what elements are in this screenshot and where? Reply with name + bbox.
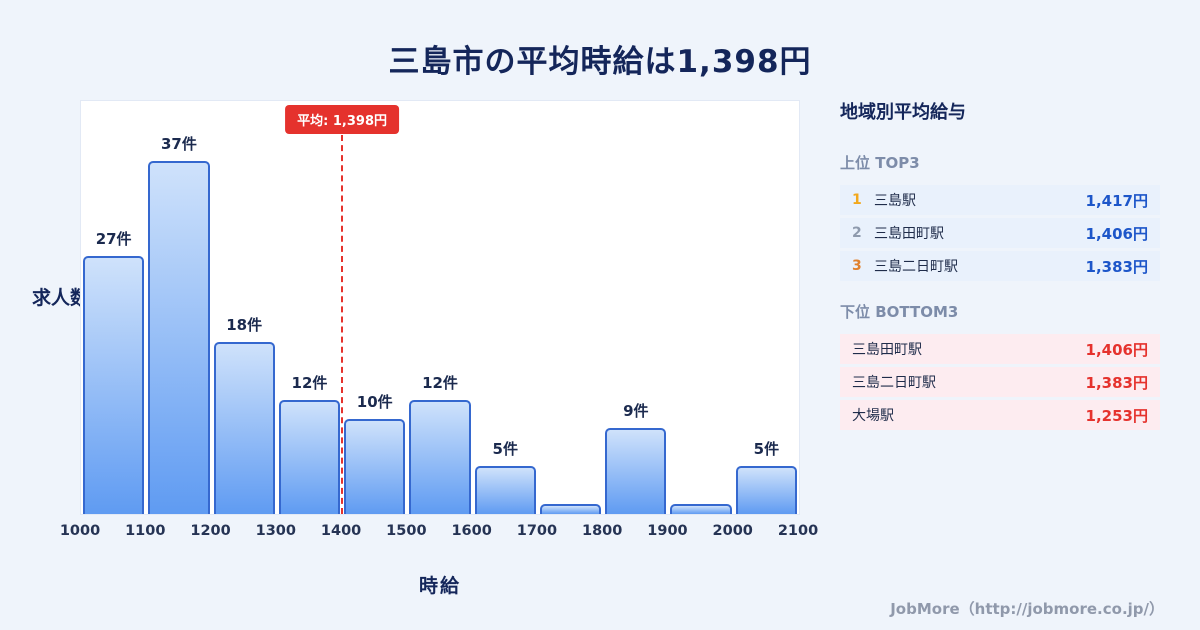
histogram-bar: [605, 428, 667, 514]
top3-table: 1 三島駅 1,417円 2 三島田町駅 1,406円 3 三島二日町駅 1,383円: [840, 185, 1160, 281]
bar-value-label: 37件: [160, 135, 197, 153]
page-title: 三島市の平均時給は1,398円: [388, 44, 812, 80]
x-tick-label: 1500: [386, 523, 427, 539]
station-name: 三島田町駅: [852, 342, 922, 358]
histogram-bar: [474, 466, 536, 514]
x-tick-label: 1800: [581, 523, 623, 539]
station-row: 2 三島田町駅 1,406円: [840, 218, 1160, 248]
histogram-bar: [409, 399, 471, 514]
histogram-bar: [735, 466, 797, 514]
station-row: 3 三島二日町駅 1,383円: [840, 251, 1160, 281]
histogram-bar: [83, 256, 145, 514]
station-name: 三島二日町駅: [874, 259, 958, 275]
rank-badge: 3: [852, 258, 862, 274]
credit-text: JobMore（http://jobmore.co.jp/）: [890, 600, 1164, 618]
station-name: 三島駅: [874, 193, 916, 209]
station-wage: 1,383円: [1085, 257, 1148, 276]
x-tick-label: 1900: [647, 523, 688, 539]
station-row: 大場駅 1,253円: [840, 400, 1160, 430]
x-axis-label: 時給: [418, 575, 461, 597]
station-wage: 1,253円: [1085, 406, 1148, 425]
histogram-bar: [670, 504, 732, 514]
x-tick-label: 1600: [451, 523, 492, 539]
bar-value-label: 9件: [623, 402, 649, 421]
x-tick-label: 1000: [59, 523, 101, 539]
bar-value-label: 10件: [356, 392, 393, 411]
region-panel: 地域別平均給与 上位 TOP3 1 三島駅 1,417円 2 三島田町駅 1,406円 3 三…: [840, 98, 1160, 433]
station-wage: 1,406円: [1085, 224, 1148, 243]
x-tick-label: 1100: [125, 523, 166, 539]
histogram-bar: [344, 418, 406, 514]
bottom3-table: 三島田町駅 1,406円三島二日町駅 1,383円大場駅 1,253円: [840, 334, 1160, 430]
bottom3-heading: 下位 BOTTOM3: [840, 303, 959, 321]
histogram-bar: [213, 342, 275, 514]
station-wage: 1,417円: [1085, 191, 1148, 210]
station-name: 三島田町駅: [874, 226, 944, 242]
average-line: [341, 135, 344, 514]
histogram-bar: [539, 504, 602, 514]
rank-badge: 2: [852, 225, 862, 241]
bar-value-label: 27件: [95, 230, 132, 249]
station-wage: 1,383円: [1085, 373, 1148, 392]
x-tick-label: 2100: [777, 523, 819, 539]
station-row: 三島田町駅 1,406円: [840, 334, 1160, 364]
x-tick-label: 1400: [320, 523, 362, 539]
rank-badge: 1: [852, 192, 862, 208]
top3-heading: 上位 TOP3: [840, 154, 920, 172]
y-axis-label: 求人数: [32, 287, 90, 309]
x-tick-label: 1700: [516, 523, 558, 539]
station-row: 1 三島駅 1,417円: [840, 185, 1160, 215]
station-name: 三島二日町駅: [852, 375, 936, 391]
bar-value-label: 5件: [753, 440, 780, 459]
station-wage: 1,406円: [1085, 340, 1148, 359]
bar-value-label: 5件: [492, 440, 518, 459]
station-name: 大場駅: [852, 408, 894, 424]
x-tick-label: 1300: [255, 523, 296, 539]
station-row: 三島二日町駅 1,383円: [840, 367, 1160, 397]
x-tick-label: 1200: [190, 523, 231, 539]
panel-title: 地域別平均給与: [840, 102, 966, 123]
plot-area: 平均: 1,398円 27件 37件 18件 12件 10件 12件 5件 9件 5件: [80, 100, 800, 515]
average-badge: 平均: 1,398円: [285, 105, 400, 134]
x-axis-ticks: 1000 1100 1200 1300 1400 1500 1600 1700 1800 1900…: [60, 523, 818, 545]
bar-value-label: 12件: [422, 373, 458, 392]
x-tick-label: 2000: [712, 523, 753, 539]
histogram-bar: [278, 399, 341, 514]
bar-value-label: 12件: [291, 373, 328, 392]
histogram-bar: [148, 161, 210, 514]
bar-value-label: 18件: [226, 316, 263, 335]
